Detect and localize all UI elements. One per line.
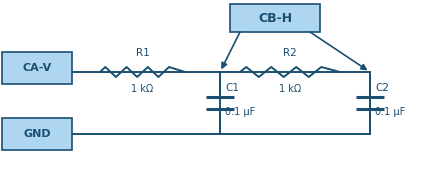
Text: 1 kΩ: 1 kΩ [278,84,300,94]
Text: R1: R1 [135,48,149,58]
Text: 1 kΩ: 1 kΩ [131,84,153,94]
Bar [230,4,319,32]
Bar [2,52,72,84]
Text: C1: C1 [224,83,238,93]
Text: 0.1 μF: 0.1 μF [374,107,404,117]
Text: 0.1 μF: 0.1 μF [224,107,255,117]
Text: GND: GND [23,129,51,139]
Text: C2: C2 [374,83,388,93]
Bar [2,118,72,150]
Text: CA-V: CA-V [22,63,52,73]
Text: CB-H: CB-H [257,11,291,24]
Text: R2: R2 [283,48,296,58]
